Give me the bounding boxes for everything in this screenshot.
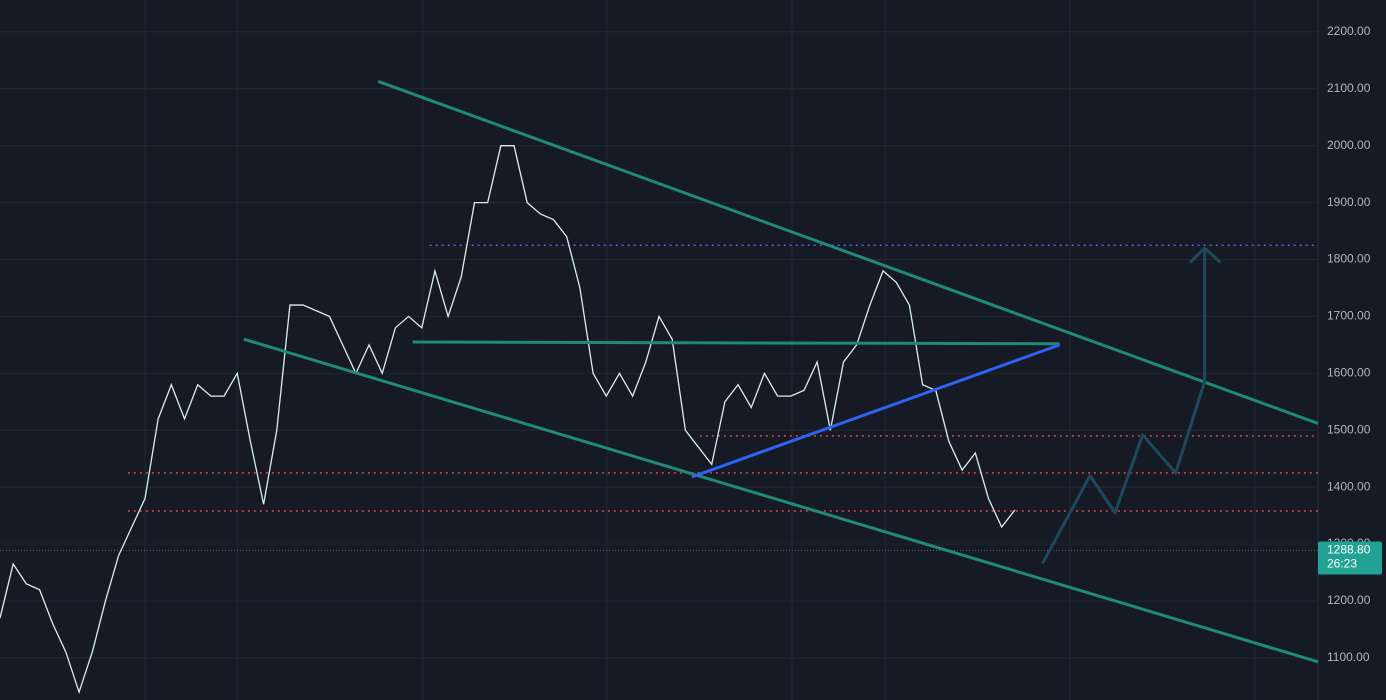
y-tick-label: 2200.00 [1327,24,1371,38]
y-tick-label: 1600.00 [1327,366,1371,380]
y-tick-label: 1900.00 [1327,195,1371,209]
price-tag-label: 1288.80 [1327,543,1371,557]
price-line [0,145,1016,695]
y-tick-label: 1800.00 [1327,252,1371,266]
y-tick-label: 1700.00 [1327,309,1371,323]
price-tag [1318,541,1382,575]
trend-line [691,343,1061,479]
trend-line [1041,248,1207,565]
y-tick-label: 2100.00 [1327,81,1371,95]
y-tick-label: 1400.00 [1327,479,1371,493]
y-tick-label: 1500.00 [1327,422,1371,436]
y-tick-label: 1200.00 [1327,593,1371,607]
trend-line [412,340,1060,346]
vertical-grid [144,0,1256,700]
trend-line [1189,246,1222,264]
y-tick-label: 2000.00 [1327,138,1371,152]
trend-line [377,79,1319,425]
countdown: 26:23 [1327,557,1357,571]
trend-line [243,337,1319,664]
y-tick-label: 1100.00 [1327,650,1370,664]
